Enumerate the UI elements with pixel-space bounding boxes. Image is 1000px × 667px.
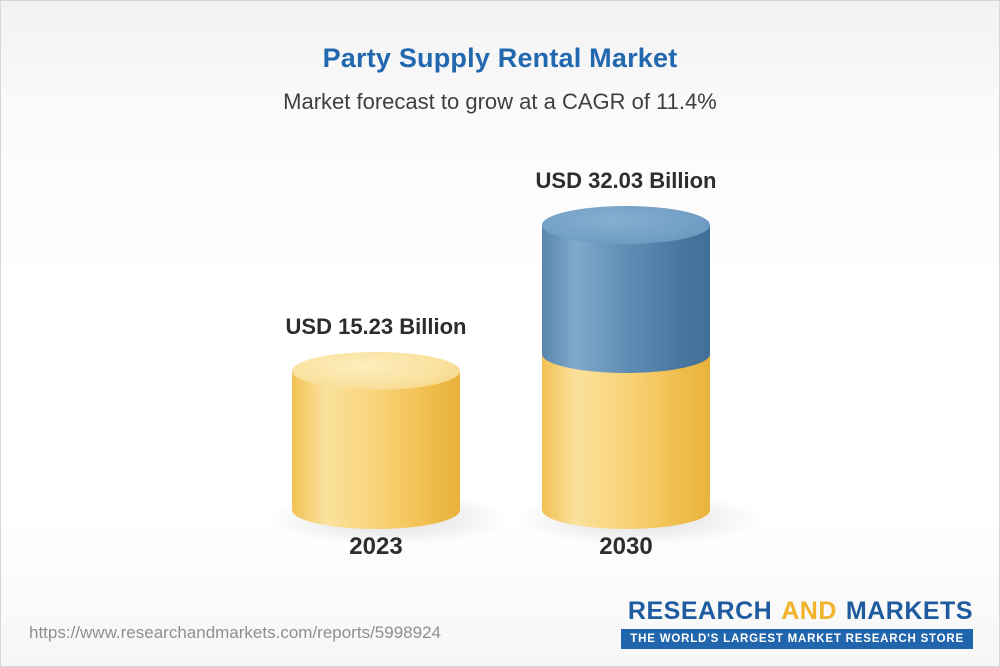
research-and-markets-logo: RESEARCH AND MARKETS THE WORLD'S LARGEST… <box>621 599 973 649</box>
chart-title: Party Supply Rental Market <box>322 43 678 73</box>
bar-2030-value-label: USD 32.03 Billion <box>535 168 717 193</box>
logo-tagline: THE WORLD'S LARGEST MARKET RESEARCH STOR… <box>621 629 973 649</box>
chart-subtitle: Market forecast to grow at a CAGR of 11.… <box>283 89 717 114</box>
bar-2023-value-label: USD 15.23 Billion <box>285 314 467 339</box>
bar-2023-top-ellipse <box>292 352 460 390</box>
bar-2023-body <box>292 371 460 529</box>
bar-2030-lower-segment <box>542 354 710 529</box>
logo-word-research: RESEARCH <box>627 597 773 625</box>
logo-word-markets: MARKETS <box>845 597 973 625</box>
bar-2030-cylinder <box>542 206 710 529</box>
bar-2030-top-ellipse <box>542 206 710 244</box>
bar-2030-upper-segment <box>542 225 710 373</box>
bar-2023-cylinder <box>292 352 460 529</box>
bar-2023-category-label: 2023 <box>349 533 403 560</box>
report-url: https://www.researchandmarkets.com/repor… <box>29 623 441 642</box>
bar-2030-category-label: 2030 <box>599 533 653 560</box>
logo-wordmark: RESEARCH AND MARKETS <box>621 599 973 624</box>
logo-word-and: AND <box>781 597 837 625</box>
